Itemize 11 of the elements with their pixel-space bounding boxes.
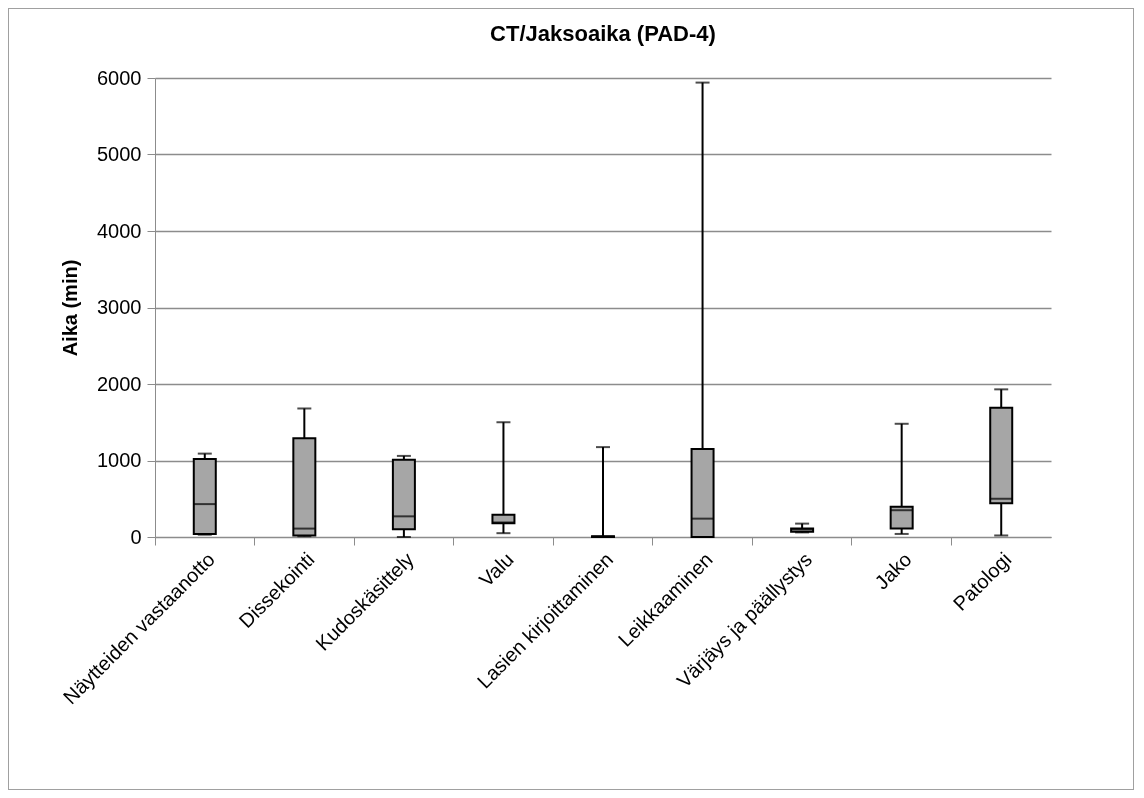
x-tick-label: Jako [870, 548, 916, 594]
y-tick-label: 6000 [97, 66, 142, 89]
y-tick-label: 2000 [97, 372, 142, 395]
y-tick-label: 0 [130, 525, 142, 548]
y-axis-title: Aika (min) [59, 259, 82, 357]
y-tick-label: 4000 [97, 219, 142, 242]
y-tick-label: 3000 [97, 296, 142, 318]
x-tick-label: Valu [474, 548, 518, 591]
y-tick-label: 1000 [97, 449, 142, 471]
chart-title: CT/Jaksoaika (PAD-4) [490, 21, 716, 46]
y-tick-label: 5000 [97, 143, 142, 165]
